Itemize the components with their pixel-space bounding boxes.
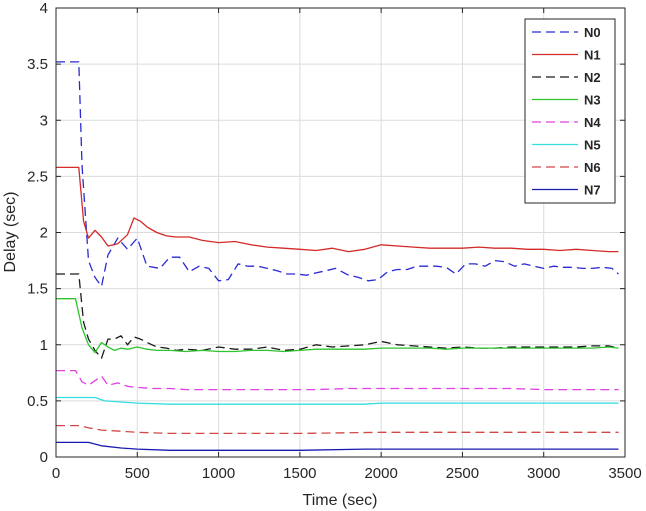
legend-label-n3: N3 xyxy=(584,93,601,108)
legend-label-n4: N4 xyxy=(584,115,601,130)
x-tick-label: 3000 xyxy=(527,465,560,482)
y-tick-label: 3 xyxy=(40,112,48,129)
x-tick-label: 3500 xyxy=(608,465,641,482)
legend-label-n5: N5 xyxy=(584,138,601,153)
x-tick-label: 1000 xyxy=(202,465,235,482)
x-tick-label: 1500 xyxy=(283,465,316,482)
x-tick-label: 500 xyxy=(125,465,150,482)
legend-label-n0: N0 xyxy=(584,25,601,40)
y-tick-label: 1.5 xyxy=(27,281,48,298)
y-tick-label: 2.5 xyxy=(27,168,48,185)
legend-label-n6: N6 xyxy=(584,160,601,175)
x-tick-label: 2500 xyxy=(446,465,479,482)
x-tick-label: 0 xyxy=(52,465,60,482)
series-line-n0 xyxy=(56,61,619,288)
y-tick-label: 0 xyxy=(40,449,48,466)
y-tick-label: 2 xyxy=(40,225,48,242)
axes: 0 500 1000 1500 2000 2500 3000 3500 0 0.5 1 1.5 2 2.5… xyxy=(27,0,642,482)
legend-label-n7: N7 xyxy=(584,183,601,198)
x-tick-label: 2000 xyxy=(364,465,397,482)
legend-box xyxy=(524,18,616,204)
y-tick-label: 0.5 xyxy=(27,393,48,410)
series-line-n4 xyxy=(56,369,619,391)
y-tick-label: 3.5 xyxy=(27,56,48,73)
legend: N0 N1 N2 N3 N4 N5 N6 N7 xyxy=(524,18,616,204)
series-line-n3 xyxy=(56,298,619,354)
y-tick-label: 1 xyxy=(40,337,48,354)
y-tick-label: 4 xyxy=(40,0,48,17)
series-line-n6 xyxy=(56,424,619,435)
series-lines xyxy=(56,61,619,451)
y-axis-title: Delay (sec) xyxy=(2,192,19,273)
series-line-n7 xyxy=(56,441,619,451)
legend-label-n1: N1 xyxy=(584,48,601,63)
series-line-n1 xyxy=(56,166,619,253)
series-line-n5 xyxy=(56,396,619,405)
legend-label-n2: N2 xyxy=(584,70,601,85)
x-axis-title: Time (sec) xyxy=(303,492,378,509)
series-line-n2 xyxy=(56,273,619,359)
